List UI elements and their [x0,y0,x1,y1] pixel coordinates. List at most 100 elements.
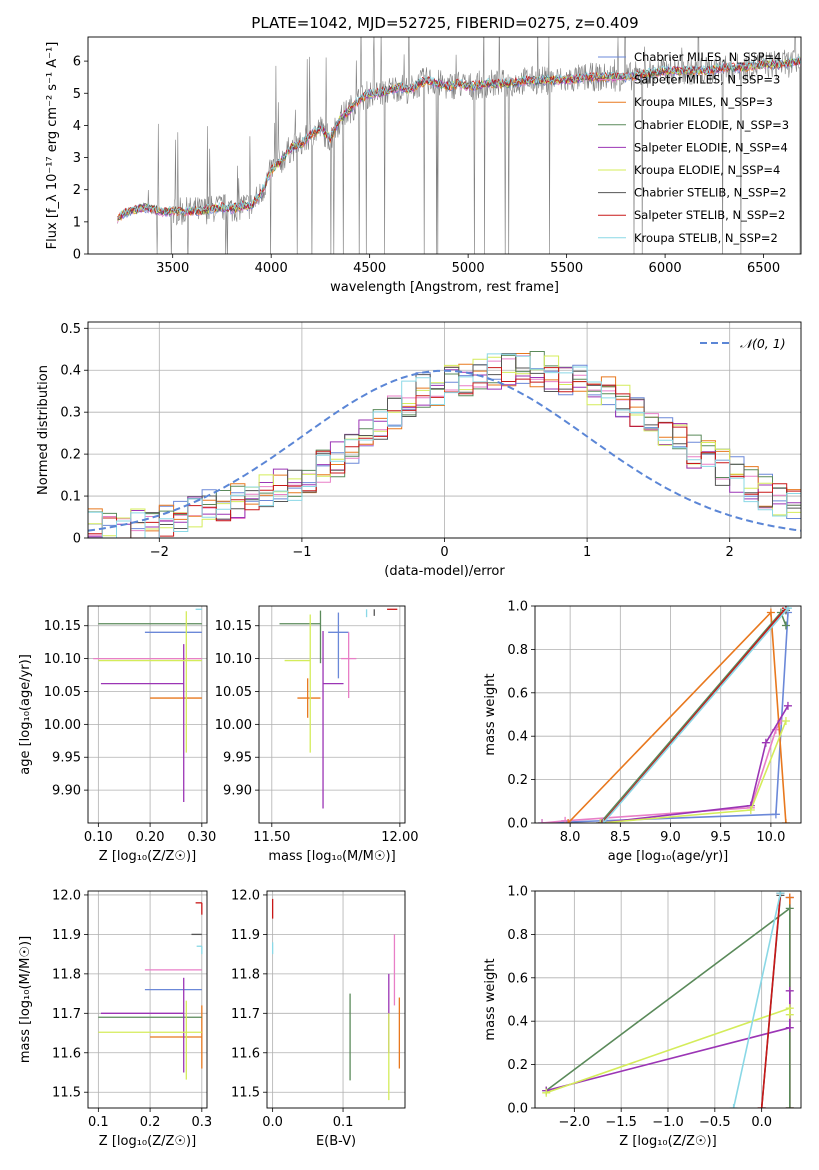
spectrum-frame [87,36,802,255]
mass_ebv-panel: 0.0 0.1 11.5 11.6 11.7 11.8 11.9 12.0 E(B-V) [231,888,406,1149]
weight_age-xtick-label: 9.5 [710,830,731,845]
age_Z-ylabel: age [log₁₀(age/yr)] [18,654,33,775]
residuals-xtick-label: 2 [726,545,734,560]
weight_Z-ytick-label: 1.0 [507,885,528,900]
mass_ebv-ticks: 0.0 0.1 11.5 11.6 11.7 11.8 11.9 12.0 [231,888,353,1130]
residuals-ytick-label: 0.3 [60,406,81,421]
spectrum-ytick-label: 5 [73,87,81,102]
weight_Z-xlabel: Z [log₁₀(Z/Z☉)] [619,1134,716,1149]
mass_Z-panel: 0.1 0.2 0.3 11.5 11.6 11.7 11.8 11.9 12.0 Z [log₁… [18,888,212,1149]
weight-marker [598,819,607,823]
weight_Z-frame [534,890,802,1109]
age_Z-ytick-label: 9.90 [52,784,81,799]
age_mass-xtick-label: 12.00 [381,830,418,845]
spectrum-ytick-label: 0 [73,248,81,263]
spectrum-xtick-label: 5500 [550,261,583,276]
weight-marker [729,1104,738,1108]
age_Z-xlabel: Z [log₁₀(Z/Z☉)] [99,849,196,864]
age_Z-xtick-label: 0.10 [84,830,113,845]
age_Z-xtick-label: 0.20 [136,830,165,845]
age_Z-frame [87,605,208,824]
spectrum-xlabel: wavelength [Angstrom, rest frame] [330,280,559,295]
mass_ebv-xlabel: E(B-V) [316,1134,356,1149]
age_mass-ytick-label: 10.05 [215,685,252,700]
mass_Z-plot-area [98,902,203,1080]
spectrum-ylabel: Flux [f_λ 10⁻¹⁷ erg cm⁻² s⁻¹ A⁻¹] [45,42,60,250]
weight-line [541,612,789,823]
residual-histogram-line [88,353,801,538]
residuals-xtick-label: −2 [150,545,169,560]
weight_Z-plot-area [542,891,794,1108]
weight_age-xtick-label: 8.5 [610,830,631,845]
residuals-plot-area [88,351,801,538]
weight-marker [599,819,608,823]
weight_Z-xtick-label: −1.0 [652,1115,684,1130]
mass_Z-grid [88,891,207,1108]
spectrum-xtick-label: 4000 [255,261,288,276]
residuals-legend: 𝒩(0, 1) [700,336,786,351]
age_Z-ytick-label: 9.95 [52,751,81,766]
spectrum-ytick-label: 2 [73,183,81,198]
mass_Z-ytick-label: 11.9 [52,928,81,943]
spectrum-plot-area [117,37,801,254]
spectrum-data-line [117,37,801,254]
weight-line [600,705,789,823]
weight-marker [783,606,792,613]
spectrum-xtick-label: 6500 [747,261,780,276]
weight-marker [781,819,790,823]
residuals-frame [87,321,802,539]
weight_Z-ytick-label: 0.6 [507,971,528,986]
weight-marker [538,819,547,823]
residuals-ytick-label: 0.5 [60,322,81,337]
weight-marker [771,810,780,819]
weight-marker [781,717,790,726]
mass_ebv-ytick-label: 11.5 [231,1086,260,1101]
weight_Z-ticks: −2.0 −1.5 −1.0 −0.5 0.0 0.0 0.2 0.4 0.6 0.8 1.0 [507,885,772,1131]
age_mass-ytick-label: 9.90 [223,784,252,799]
legend-label: Salpeter STELIB, N_SSP=2 [634,208,785,222]
mass_ebv-ytick-label: 11.6 [231,1046,260,1061]
weight_age-xtick-label: 8.0 [560,830,581,845]
age_mass-ytick-label: 10.10 [215,652,252,667]
weight-marker [564,819,573,823]
chart-title: PLATE=1042, MJD=52725, FIBERID=0275, z=0… [251,14,638,32]
legend-label: Salpeter MILES, N_SSP=3 [634,73,780,87]
weight-marker [781,621,790,630]
spectrum-ytick-label: 6 [73,55,81,70]
residuals-ytick-label: 0.2 [60,448,81,463]
weight-marker [776,891,785,898]
spectrum-legend: Chabrier MILES, N_SSP=4 Salpeter MILES, N… [598,50,789,245]
weight-marker [785,1023,794,1032]
spectrum-ytick-label: 4 [73,119,81,134]
spectrum-ytick-label: 1 [73,215,81,230]
age_mass-frame [258,605,406,824]
weight_Z-xtick-label: 0.0 [751,1115,772,1130]
age_Z-ytick-label: 10.10 [44,652,81,667]
residuals-xtick-label: 0 [440,545,448,560]
mass_Z-ytick-label: 11.7 [52,1007,81,1022]
weight_Z-xtick-label: −0.5 [699,1115,731,1130]
weight_age-panel: 8.0 8.5 9.0 9.5 10.0 0.0 0.2 0.4 0.6 0.8 1.0 age [l… [483,600,802,864]
mass_Z-ytick-label: 11.8 [52,967,81,982]
legend-label: Salpeter ELODIE, N_SSP=4 [634,140,788,154]
age_Z-plot-area [93,608,202,802]
age_mass-ticks: 11.50 12.00 9.90 9.95 10.00 10.05 10.10 10.15 [215,619,419,845]
mass_Z-ytick-label: 12.0 [52,888,81,903]
weight_Z-xtick-label: −1.5 [605,1115,637,1130]
age_Z-ytick-label: 10.00 [44,718,81,733]
panels: 3500 4000 4500 5000 5500 6000 6500 0 1 2 3 4 5 6 wavel… [18,36,802,1149]
age_mass-xlabel: mass [log₁₀(M/M☉)] [268,849,395,864]
weight-marker [785,986,794,995]
weight-line [760,893,782,1108]
legend-label: Chabrier STELIB, N_SSP=2 [634,186,786,200]
weight_age-ytick-label: 0.6 [507,686,528,701]
legend-label: 𝒩(0, 1) [740,336,786,351]
weight_age-ytick-label: 0.4 [507,730,528,745]
weight_age-xtick-label: 9.0 [660,830,681,845]
age_mass-ytick-label: 9.95 [223,751,252,766]
weight_age-xlabel: age [log₁₀(age/yr)] [608,849,729,864]
age_mass-grid [259,606,405,823]
age_Z-ytick-label: 10.05 [44,685,81,700]
weight_age-ytick-label: 0.8 [507,643,528,658]
weight_age-xtick-label: 10.0 [756,830,785,845]
